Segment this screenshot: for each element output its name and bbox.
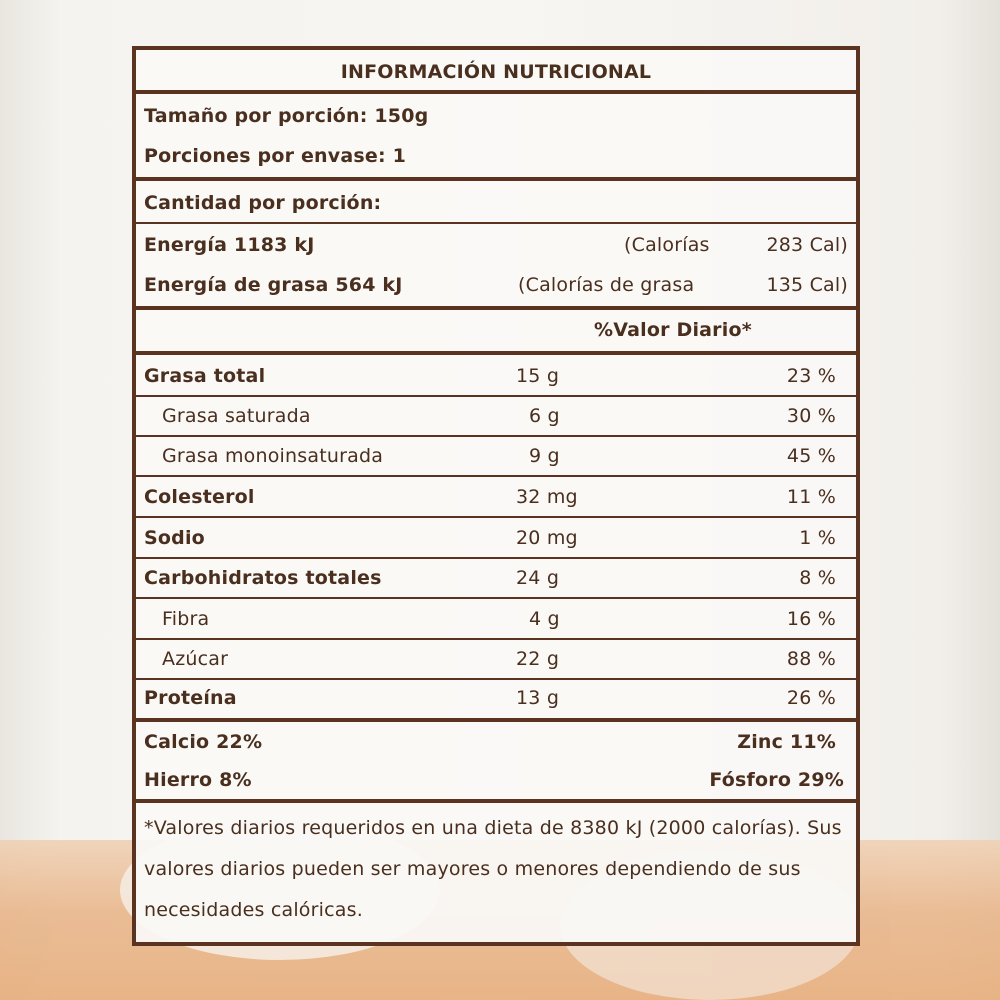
mineral-fosforo: Fósforo 29% (709, 769, 844, 791)
nutrient-amount: 24 g (516, 567, 560, 589)
nutrient-amount: 6 g (529, 405, 560, 427)
nutrient-name: Grasa saturada (162, 405, 311, 427)
nutrient-amount: 32 mg (516, 486, 578, 508)
divider (136, 395, 856, 397)
divider (136, 351, 856, 355)
nutrient-amount: 9 g (529, 445, 560, 467)
nutrient-amount: 13 g (516, 687, 560, 709)
divider (136, 475, 856, 477)
nutrient-daily-value: 45 % (786, 445, 836, 467)
nutrient-name: Fibra (162, 608, 210, 630)
serving-size: Tamaño por porción: 150g (144, 105, 429, 127)
nutrient-name: Sodio (144, 527, 205, 549)
nutrient-amount: 20 mg (516, 527, 578, 549)
divider (136, 799, 856, 803)
label-title: INFORMACIÓN NUTRICIONAL (340, 61, 652, 83)
nutrient-daily-value: 26 % (786, 687, 836, 709)
fat-energy-calories-value: 135 Cal) (766, 274, 848, 296)
nutrient-name: Azúcar (162, 648, 229, 670)
nutrient-daily-value: 88 % (786, 648, 836, 670)
nutrient-amount: 4 g (529, 608, 560, 630)
divider (136, 718, 856, 722)
footnote: *Valores diarios requeridos en una dieta… (144, 817, 842, 921)
servings-per-container: Porciones por envase: 1 (144, 145, 406, 167)
nutrient-amount: 15 g (516, 365, 560, 387)
nutrient-amount: 22 g (516, 648, 560, 670)
nutrient-name: Proteína (144, 687, 237, 709)
divider (136, 435, 856, 437)
nutrient-name: Carbohidratos totales (144, 567, 382, 589)
nutrient-daily-value: 23 % (786, 365, 836, 387)
nutrient-daily-value: 11 % (786, 486, 836, 508)
nutrient-daily-value: 8 % (799, 567, 836, 589)
energy-calories-value: 283 Cal) (766, 234, 848, 256)
divider (136, 516, 856, 518)
divider (136, 557, 856, 559)
divider (136, 306, 856, 310)
fat-energy-label: Energía de grasa 564 kJ (144, 274, 403, 296)
energy-calories-label: (Calorías (624, 234, 710, 256)
nutrient-name: Grasa monoinsaturada (162, 445, 384, 467)
divider (136, 638, 856, 640)
nutrient-name: Grasa total (144, 365, 266, 387)
nutrient-daily-value: 1 % (799, 527, 836, 549)
daily-value-header: %Valor Diario* (594, 319, 752, 341)
fat-energy-calories-label: (Calorías de grasa (518, 274, 695, 296)
nutrient-daily-value: 30 % (786, 405, 836, 427)
energy-label: Energía 1183 kJ (144, 234, 315, 256)
nutrient-name: Colesterol (144, 486, 255, 508)
divider (136, 177, 856, 181)
mineral-zinc: Zinc 11% (737, 731, 836, 753)
divider (136, 90, 856, 94)
divider (136, 222, 856, 224)
nutrient-daily-value: 16 % (786, 608, 836, 630)
nutrition-facts-label: INFORMACIÓN NUTRICIONAL Tamaño por porci… (132, 46, 860, 946)
mineral-calcio: Calcio 22% (144, 731, 263, 753)
divider (136, 678, 856, 680)
mineral-hierro: Hierro 8% (144, 769, 252, 791)
amount-per-serving: Cantidad por porción: (144, 192, 382, 214)
divider (136, 597, 856, 599)
